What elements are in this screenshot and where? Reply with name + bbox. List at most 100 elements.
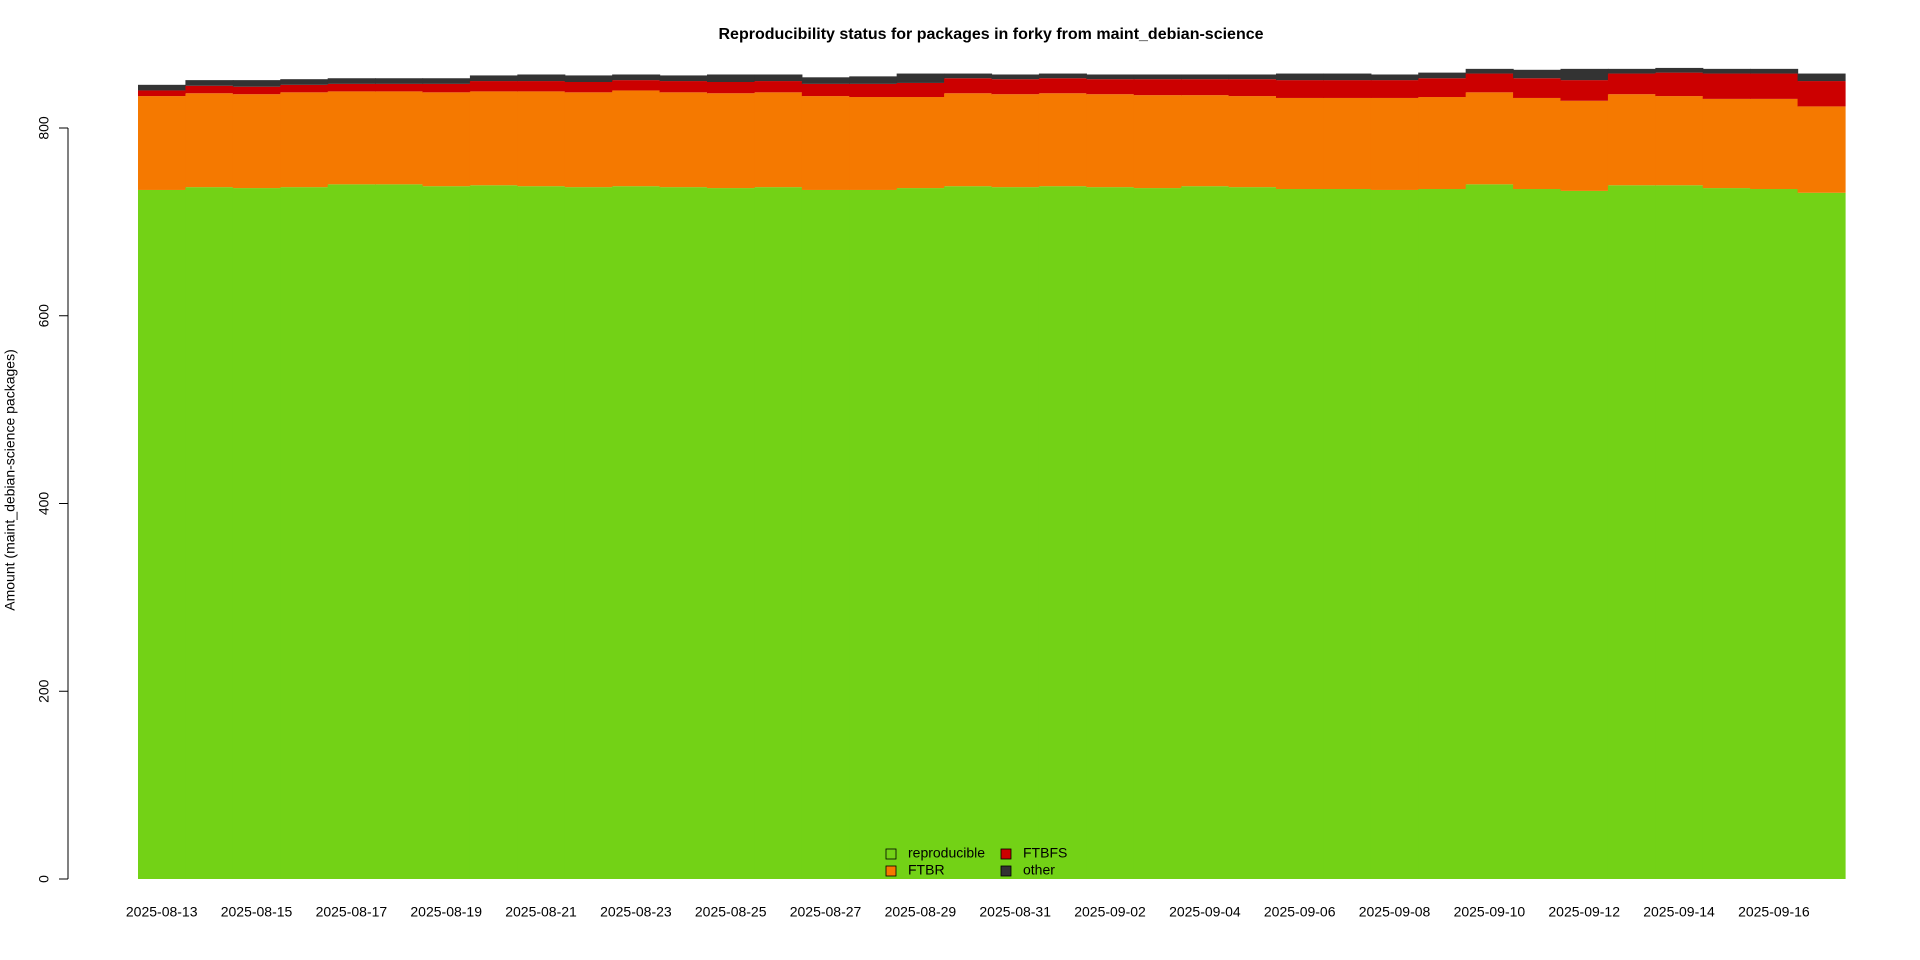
- area-segment: [327, 91, 376, 185]
- area-segment: [612, 80, 661, 91]
- area-segment: [849, 76, 898, 84]
- area-segment: [612, 186, 661, 879]
- area-segment: [1655, 67, 1704, 73]
- x-tick-label: 2025-08-29: [885, 904, 957, 920]
- area-segment: [991, 187, 1040, 880]
- area-segment: [1702, 98, 1751, 189]
- area-segment: [1607, 73, 1656, 95]
- area-segment: [1418, 72, 1467, 79]
- area-segment: [1560, 68, 1609, 81]
- area-segment: [1702, 73, 1751, 99]
- area-segment: [944, 93, 993, 187]
- area-segment: [1370, 97, 1419, 190]
- area-segment: [1797, 73, 1846, 82]
- x-tick-label: 2025-09-04: [1169, 904, 1241, 920]
- area-segment: [422, 83, 471, 93]
- area-segment: [517, 81, 566, 92]
- area-segment: [375, 83, 424, 92]
- area-segment: [469, 81, 518, 92]
- area-segment: [138, 96, 187, 190]
- area-segment: [1038, 73, 1087, 79]
- area-segment: [707, 93, 756, 189]
- area-segment: [1133, 79, 1182, 96]
- area-segment: [754, 81, 803, 93]
- area-segment: [185, 93, 234, 188]
- area-segment: [1702, 188, 1751, 879]
- x-tick-label: 2025-09-10: [1454, 904, 1526, 920]
- x-tick-label: 2025-08-31: [979, 904, 1051, 920]
- area-segment: [944, 73, 993, 79]
- area-segment: [469, 91, 518, 186]
- x-tick-label: 2025-08-17: [316, 904, 388, 920]
- area-segment: [991, 79, 1040, 95]
- area-segment: [849, 83, 898, 98]
- area-segment: [564, 187, 613, 880]
- area-segment: [280, 84, 329, 93]
- area-segment: [944, 186, 993, 879]
- area-segment: [1086, 94, 1135, 188]
- area-segment: [1181, 95, 1230, 187]
- area-segment: [1513, 78, 1562, 98]
- area-segment: [1181, 186, 1230, 879]
- area-segment: [1276, 97, 1325, 190]
- area-segment: [707, 82, 756, 94]
- area-segment: [1323, 80, 1372, 98]
- area-segment: [1323, 97, 1372, 190]
- area-segment: [754, 187, 803, 880]
- area-segment: [659, 187, 708, 880]
- area-segment: [849, 189, 898, 879]
- legend-label: reproducible: [908, 845, 985, 861]
- y-tick-label: 400: [36, 492, 52, 516]
- x-tick-label: 2025-08-21: [505, 904, 577, 920]
- area-segment: [232, 86, 281, 95]
- area-segment: [1276, 73, 1325, 81]
- x-tick-label: 2025-09-02: [1074, 904, 1146, 920]
- area-segment: [1418, 78, 1467, 98]
- area-segment: [1797, 192, 1846, 879]
- area-segment: [754, 74, 803, 82]
- area-segment: [1228, 96, 1277, 188]
- area-segment: [896, 97, 945, 189]
- x-tick-label: 2025-08-23: [600, 904, 672, 920]
- area-segment: [1228, 74, 1277, 80]
- area-segment: [232, 188, 281, 879]
- area-segment: [422, 78, 471, 84]
- area-segment: [612, 74, 661, 81]
- area-segment: [1370, 74, 1419, 81]
- area-segment: [1086, 79, 1135, 95]
- legend-label: other: [1023, 862, 1055, 878]
- x-tick-label: 2025-08-15: [221, 904, 293, 920]
- x-tick-label: 2025-08-19: [410, 904, 482, 920]
- area-segment: [896, 82, 945, 98]
- area-segment: [564, 82, 613, 93]
- area-segment: [1133, 95, 1182, 189]
- area-segment: [801, 96, 850, 190]
- area-segment: [1133, 188, 1182, 879]
- area-segment: [1038, 93, 1087, 187]
- area-segment: [659, 92, 708, 188]
- legend-swatch: [885, 865, 897, 877]
- area-segment: [707, 74, 756, 83]
- y-tick-label: 800: [36, 116, 52, 140]
- area-segment: [801, 77, 850, 84]
- area-segment: [375, 91, 424, 185]
- y-axis-label: Amount (maint_debian-science packages): [2, 349, 18, 610]
- area-segment: [280, 187, 329, 880]
- area-segment: [1655, 72, 1704, 97]
- area-segment: [1750, 189, 1799, 880]
- area-segment: [469, 185, 518, 880]
- area-segment: [1560, 100, 1609, 191]
- area-segment: [1702, 68, 1751, 74]
- area-segment: [1797, 106, 1846, 193]
- area-segment: [517, 91, 566, 187]
- area-segment: [280, 92, 329, 188]
- area-segment: [1181, 79, 1230, 96]
- legend-label: FTBFS: [1023, 845, 1067, 861]
- area-segment: [327, 83, 376, 92]
- area-segment: [564, 92, 613, 188]
- area-segment: [517, 186, 566, 879]
- area-segment: [896, 188, 945, 879]
- area-segment: [896, 73, 945, 83]
- area-segment: [564, 75, 613, 83]
- area-segment: [375, 78, 424, 84]
